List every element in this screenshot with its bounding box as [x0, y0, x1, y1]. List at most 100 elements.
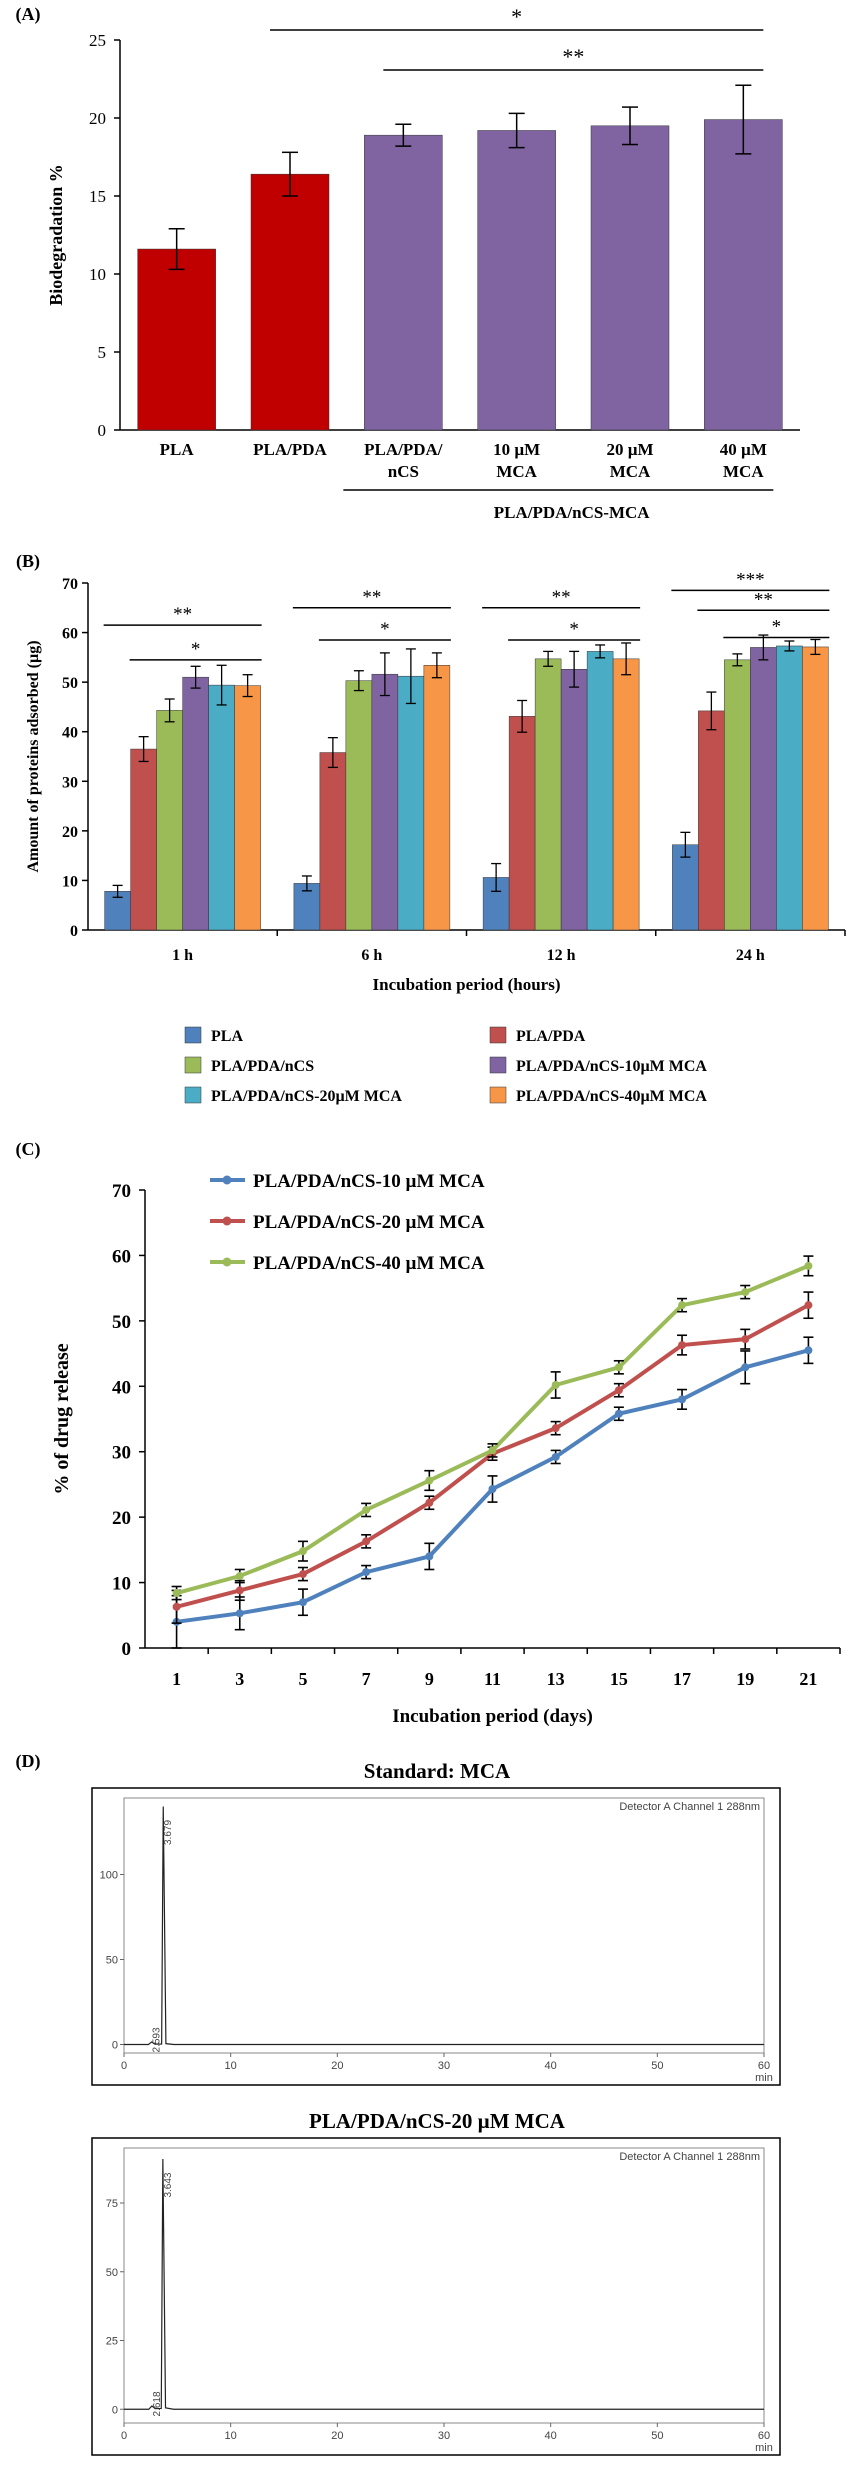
- panel-a-y-tick-label: 0: [98, 421, 107, 440]
- panel-b-legend-label: PLA/PDA/nCS-20µM MCA: [211, 1088, 402, 1105]
- panel-b-error-bar: [379, 652, 390, 697]
- panel-c-legend-label: PLA/PDA/nCS-40 µM MCA: [253, 1253, 485, 1274]
- panel-b-error-bar: [810, 638, 821, 656]
- panel-b-legend-swatch: [489, 1056, 507, 1074]
- panel-c-y-tick-label: 0: [122, 1639, 132, 1660]
- panel-b-legend-swatch: [489, 1086, 507, 1104]
- panel-a-category-label: 20 µM: [606, 440, 653, 459]
- panel-a-y-tick-label: 10: [89, 265, 106, 284]
- chromatogram-x-tick-label: 50: [651, 2060, 663, 2072]
- panel-c-data-point: [614, 1363, 623, 1372]
- chromatogram-x-tick-label: 60: [758, 2430, 770, 2442]
- panel-d-label: (D): [16, 1751, 41, 1772]
- panel-c-y-tick-label: 40: [112, 1377, 131, 1398]
- chromatogram-x-tick-label: 30: [438, 2430, 450, 2442]
- panel-a-label: (A): [16, 4, 41, 25]
- chromatogram-frame: [91, 2137, 781, 2456]
- panel-a-group-label: PLA/PDA/nCS-MCA: [494, 503, 651, 522]
- panel-c-data-point: [804, 1261, 813, 1270]
- panel-a-category-label: 40 µM: [720, 440, 767, 459]
- panel-b-bar: [672, 844, 699, 931]
- panel-b-bar: [345, 680, 373, 931]
- chromatogram-x-tick-label: 10: [225, 2430, 237, 2442]
- panel-b-bar: [156, 710, 183, 931]
- chromatogram-trace: [124, 2158, 764, 2410]
- panel-a-category-label: PLA/PDA: [253, 440, 327, 459]
- panel-c-legend-label: PLA/PDA/nCS-10 µM MCA: [253, 1171, 485, 1192]
- panel-c-data-point: [235, 1586, 244, 1595]
- panel-b-bar: [319, 752, 347, 931]
- chromatogram-title: PLA/PDA/nCS-20 µM MCA: [309, 2109, 566, 2133]
- panel-b-y-tick-label: 20: [62, 824, 78, 841]
- panel-b-error-bar: [569, 650, 580, 688]
- panel-a-error-bar: [735, 84, 752, 155]
- panel-b-error-bar: [517, 699, 528, 733]
- panel-c-data-point: [172, 1589, 181, 1598]
- panel-b-bar: [234, 685, 261, 931]
- panel-a-y-tick-label: 25: [89, 31, 106, 50]
- panel-c-x-tick-label: 13: [547, 1669, 565, 1689]
- chromatogram-x-tick-label: 0: [121, 2060, 127, 2072]
- chromatogram-x-tick-label: 40: [545, 2430, 557, 2442]
- panel-b-error-bar: [164, 698, 175, 723]
- panel-b-error-bar: [301, 875, 312, 892]
- panel-b-bar: [208, 684, 235, 931]
- panel-b-significance-marker: **: [362, 587, 381, 608]
- panel-b-significance-marker: *: [191, 639, 201, 660]
- panel-b-error-bar: [491, 862, 502, 892]
- panel-b-x-axis-label: Incubation period (hours): [373, 975, 561, 994]
- chromatogram-peak-label: 2.618: [152, 2391, 163, 2416]
- panel-b-y-tick-label: 70: [62, 576, 78, 593]
- panel-a-category-label: MCA: [496, 462, 537, 481]
- panel-c-legend-label: PLA/PDA/nCS-20 µM MCA: [253, 1212, 485, 1233]
- chromatogram-peak-label: 3.643: [163, 2172, 174, 2197]
- panel-a-error-bar: [168, 228, 185, 271]
- panel-b-error-bar: [543, 650, 554, 667]
- panel-c-series-line: [176, 1264, 810, 1595]
- panel-b-protein-adsorption-chart: (B) 0 10 20 30 40 50 60 70 Amount of proteins ads…: [16, 551, 846, 1105]
- panel-c-y-tick-label: 30: [112, 1443, 131, 1464]
- chromatogram-y-tick-label: 0: [112, 2404, 118, 2416]
- panel-c-data-point: [425, 1552, 434, 1561]
- panel-a-y-tick-label: 20: [89, 109, 106, 128]
- panel-a-category-label: 10 µM: [493, 440, 540, 459]
- panel-c-data-point: [235, 1609, 244, 1618]
- panel-b-legend-label: PLA/PDA/nCS-10µM MCA: [516, 1058, 707, 1075]
- panel-c-data-point: [362, 1568, 371, 1577]
- panel-c-data-point: [678, 1341, 687, 1350]
- panel-a-y-tick-label: 15: [89, 187, 106, 206]
- panel-b-bar: [612, 658, 640, 931]
- panel-c-data-point: [614, 1386, 623, 1395]
- panel-a-category-label: MCA: [610, 462, 651, 481]
- panel-c-data-point: [741, 1335, 750, 1344]
- panel-c-label: (C): [16, 1139, 41, 1160]
- chromatogram-peak-label: 3.679: [163, 1820, 174, 1845]
- panel-c-data-point: [614, 1409, 623, 1418]
- panel-b-y-tick-label: 0: [70, 923, 78, 940]
- panel-a-y-tick-label: 5: [98, 343, 107, 362]
- panel-b-error-bar: [112, 884, 123, 898]
- panel-b-bar: [423, 665, 451, 931]
- chromatogram-frame: [91, 1787, 781, 2086]
- panel-b-bar: [560, 669, 588, 931]
- panel-c-data-point: [425, 1498, 434, 1507]
- panel-b-category-label: 12 h: [547, 947, 576, 964]
- panel-a-error-bar: [395, 123, 412, 147]
- chromatogram-y-tick-label: 100: [100, 1870, 118, 1882]
- panel-b-legend-swatch: [184, 1056, 202, 1074]
- panel-c-data-point: [741, 1288, 750, 1297]
- panel-b-significance-marker: *: [772, 617, 782, 638]
- panel-a-bar: [137, 248, 216, 431]
- panel-c-data-point: [741, 1363, 750, 1372]
- panel-b-bar: [397, 675, 425, 931]
- panel-c-data-point: [298, 1547, 307, 1556]
- panel-c-y-axis-label: % of drug release: [51, 1343, 73, 1494]
- chromatogram-y-tick-label: 50: [106, 2267, 118, 2279]
- panel-c-x-tick-label: 17: [673, 1669, 691, 1689]
- panel-b-bar: [750, 647, 777, 931]
- panel-b-legend-swatch: [184, 1026, 202, 1044]
- panel-c-data-point: [551, 1424, 560, 1433]
- panel-b-bar: [802, 646, 829, 931]
- panel-b-significance-marker: ***: [736, 569, 765, 590]
